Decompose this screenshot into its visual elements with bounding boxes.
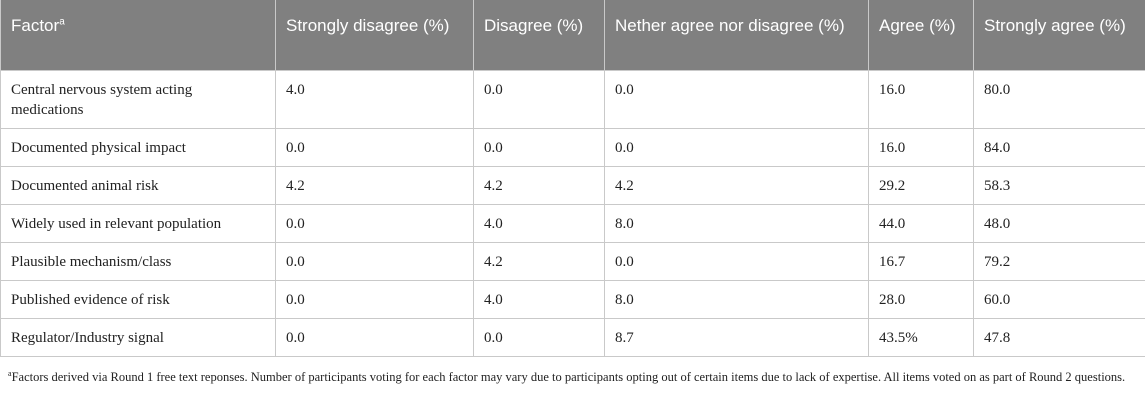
cell-disagree: 4.2 xyxy=(473,241,605,281)
cell-strongly-agree: 79.2 xyxy=(973,241,1145,281)
cell-strongly-disagree: 4.0 xyxy=(275,69,474,129)
table-row: Plausible mechanism/class 0.0 4.2 0.0 16… xyxy=(0,241,1145,281)
cell-factor: Widely used in relevant population xyxy=(0,203,276,243)
footnote-text: Factors derived via Round 1 free text re… xyxy=(11,370,1126,384)
table-row: Documented physical impact 0.0 0.0 0.0 1… xyxy=(0,127,1145,167)
header-factor-label: Factor xyxy=(11,16,60,35)
cell-disagree: 4.2 xyxy=(473,165,605,205)
cell-strongly-disagree: 0.0 xyxy=(275,279,474,319)
cell-strongly-disagree: 0.0 xyxy=(275,241,474,281)
cell-neither: 8.7 xyxy=(604,317,869,357)
cell-factor: Documented animal risk xyxy=(0,165,276,205)
cell-strongly-agree: 84.0 xyxy=(973,127,1145,167)
cell-strongly-agree: 80.0 xyxy=(973,69,1145,129)
cell-strongly-agree: 60.0 xyxy=(973,279,1145,319)
cell-strongly-disagree: 0.0 xyxy=(275,317,474,357)
table-footnote: aFactors derived via Round 1 free text r… xyxy=(8,368,1138,386)
cell-neither: 0.0 xyxy=(604,69,869,129)
cell-agree: 28.0 xyxy=(868,279,974,319)
table-row: Central nervous system acting medication… xyxy=(0,69,1145,129)
cell-strongly-agree: 47.8 xyxy=(973,317,1145,357)
header-factor-footnote-marker: a xyxy=(59,16,65,28)
table-row: Published evidence of risk 0.0 4.0 8.0 2… xyxy=(0,279,1145,319)
cell-agree: 44.0 xyxy=(868,203,974,243)
cell-neither: 8.0 xyxy=(604,203,869,243)
table-wrapper: Factora Strongly disagree (%) Disagree (… xyxy=(0,0,1145,357)
header-factor: Factora xyxy=(0,0,276,71)
table-header-row: Factora Strongly disagree (%) Disagree (… xyxy=(0,0,1145,71)
table-row: Regulator/Industry signal 0.0 0.0 8.7 43… xyxy=(0,317,1145,357)
cell-disagree: 0.0 xyxy=(473,127,605,167)
cell-factor: Plausible mechanism/class xyxy=(0,241,276,281)
cell-neither: 4.2 xyxy=(604,165,869,205)
cell-disagree: 0.0 xyxy=(473,317,605,357)
cell-disagree: 4.0 xyxy=(473,203,605,243)
table-row: Widely used in relevant population 0.0 4… xyxy=(0,203,1145,243)
cell-strongly-disagree: 0.0 xyxy=(275,127,474,167)
cell-disagree: 0.0 xyxy=(473,69,605,129)
header-neither: Nether agree nor disagree (%) xyxy=(604,0,869,71)
survey-results-table: Factora Strongly disagree (%) Disagree (… xyxy=(0,0,1145,357)
cell-factor: Published evidence of risk xyxy=(0,279,276,319)
cell-agree: 16.7 xyxy=(868,241,974,281)
cell-disagree: 4.0 xyxy=(473,279,605,319)
cell-neither: 0.0 xyxy=(604,127,869,167)
cell-strongly-disagree: 0.0 xyxy=(275,203,474,243)
header-disagree: Disagree (%) xyxy=(473,0,605,71)
cell-neither: 0.0 xyxy=(604,241,869,281)
cell-agree: 16.0 xyxy=(868,69,974,129)
cell-strongly-agree: 48.0 xyxy=(973,203,1145,243)
cell-strongly-agree: 58.3 xyxy=(973,165,1145,205)
cell-factor: Regulator/Industry signal xyxy=(0,317,276,357)
header-strongly-disagree: Strongly disagree (%) xyxy=(275,0,474,71)
cell-agree: 16.0 xyxy=(868,127,974,167)
footnote-marker: a xyxy=(8,368,12,378)
cell-factor: Documented physical impact xyxy=(0,127,276,167)
cell-agree: 29.2 xyxy=(868,165,974,205)
cell-agree: 43.5% xyxy=(868,317,974,357)
header-strongly-agree: Strongly agree (%) xyxy=(973,0,1145,71)
header-agree: Agree (%) xyxy=(868,0,974,71)
cell-strongly-disagree: 4.2 xyxy=(275,165,474,205)
cell-neither: 8.0 xyxy=(604,279,869,319)
cell-factor: Central nervous system acting medication… xyxy=(0,69,276,129)
table-row: Documented animal risk 4.2 4.2 4.2 29.2 … xyxy=(0,165,1145,205)
